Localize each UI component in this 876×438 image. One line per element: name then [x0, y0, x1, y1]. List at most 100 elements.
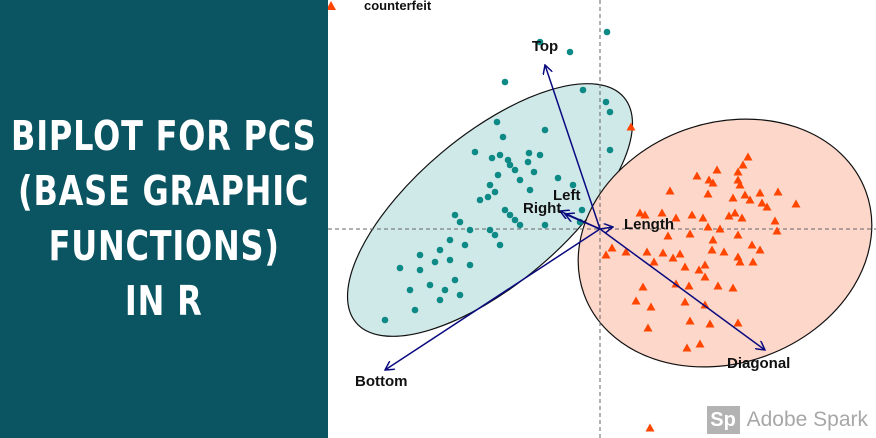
- genuine-point: [431, 258, 439, 266]
- counterfeit-point: [791, 199, 801, 208]
- counterfeit-point: [607, 243, 617, 252]
- genuine-point: [466, 261, 474, 269]
- counterfeit-point: [735, 257, 745, 266]
- genuine-point: [456, 218, 464, 226]
- genuine-confidence-ellipse: [346, 83, 634, 337]
- loading-arrow-top: [545, 65, 601, 230]
- counterfeit-point: [631, 296, 641, 305]
- watermark-text: Adobe Spark: [746, 408, 868, 431]
- genuine-point: [426, 281, 434, 289]
- counterfeit-point: [728, 283, 738, 292]
- title-line-3: FUNCTIONS): [48, 222, 280, 270]
- genuine-point: [486, 181, 494, 189]
- genuine-point: [511, 166, 519, 174]
- counterfeit-point: [685, 229, 695, 238]
- genuine-point: [524, 158, 532, 166]
- loading-arrow-diagonal: [599, 228, 765, 350]
- genuine-point: [496, 151, 504, 159]
- counterfeit-point: [708, 235, 718, 244]
- counterfeit-point: [646, 302, 656, 311]
- counterfeit-point: [621, 247, 631, 256]
- counterfeit-point: [755, 188, 765, 197]
- counterfeit-point: [770, 216, 780, 225]
- genuine-point: [471, 148, 479, 156]
- title-line-2: (BASE GRAPHIC: [18, 167, 310, 215]
- genuine-point: [501, 206, 509, 214]
- counterfeit-point: [724, 211, 734, 220]
- genuine-point: [506, 211, 514, 219]
- counterfeit-point: [665, 186, 675, 195]
- genuine-point: [476, 196, 484, 204]
- counterfeit-point: [671, 213, 681, 222]
- genuine-point: [504, 156, 512, 164]
- genuine-point: [451, 276, 459, 284]
- loading-arrow-bottom: [385, 228, 601, 370]
- counterfeit-point: [755, 245, 765, 254]
- counterfeit-point: [684, 281, 694, 290]
- counterfeit-point: [643, 323, 653, 332]
- counterfeit-point: [687, 210, 697, 219]
- genuine-point: [466, 226, 474, 234]
- genuine-point: [446, 236, 454, 244]
- title-line-1: BIPLOT FOR PCS: [11, 112, 317, 160]
- genuine-point: [493, 118, 501, 126]
- counterfeit-point: [719, 247, 729, 256]
- genuine-point: [516, 221, 524, 229]
- counterfeit-point: [735, 180, 745, 189]
- genuine-point: [451, 211, 459, 219]
- counterfeit-point: [698, 213, 708, 222]
- loading-label-right: Right: [523, 200, 561, 217]
- counterfeit-point: [762, 202, 772, 211]
- counterfeit-point: [658, 248, 668, 257]
- counterfeit-point: [708, 178, 718, 187]
- loading-label-top: Top: [532, 38, 558, 55]
- counterfeit-point: [715, 224, 725, 233]
- counterfeit-point: [640, 210, 650, 219]
- counterfeit-point: [638, 282, 648, 291]
- counterfeit-point: [733, 318, 743, 327]
- genuine-point: [506, 161, 514, 169]
- genuine-point: [569, 181, 577, 189]
- counterfeit-point: [713, 281, 723, 290]
- genuine-point: [511, 216, 519, 224]
- genuine-point: [526, 186, 534, 194]
- genuine-point: [516, 176, 524, 184]
- counterfeit-point: [743, 152, 753, 161]
- genuine-point: [436, 246, 444, 254]
- loading-label-length: Length: [624, 216, 674, 233]
- genuine-point: [541, 126, 549, 134]
- genuine-point: [566, 48, 574, 56]
- genuine-point: [525, 149, 533, 157]
- counterfeit-point: [748, 257, 758, 266]
- counterfeit-point: [635, 208, 645, 217]
- genuine-point: [461, 241, 469, 249]
- loading-arrow-length: [599, 227, 613, 229]
- genuine-point: [411, 306, 419, 314]
- counterfeit-point: [626, 122, 636, 131]
- counterfeit-point: [692, 171, 702, 180]
- counterfeit-point: [737, 213, 747, 222]
- genuine-point: [436, 296, 444, 304]
- loading-label-bottom: Bottom: [355, 373, 408, 390]
- counterfeit-point: [705, 319, 715, 328]
- legend-counterfeit-marker: [326, 1, 336, 10]
- counterfeit-point: [707, 245, 717, 254]
- legend-counterfeit-label: counterfeit: [364, 0, 432, 13]
- counterfeit-point: [645, 423, 655, 432]
- counterfeit-point: [663, 231, 673, 240]
- loading-label-left: Left: [553, 187, 581, 204]
- counterfeit-point: [649, 257, 659, 266]
- counterfeit-point: [733, 230, 743, 239]
- counterfeit-point: [668, 253, 678, 262]
- genuine-point: [603, 28, 611, 36]
- genuine-point: [494, 171, 502, 179]
- counterfeit-point: [728, 193, 738, 202]
- genuine-point: [484, 193, 492, 201]
- genuine-point: [491, 231, 499, 239]
- counterfeit-point: [773, 187, 783, 196]
- counterfeit-point: [757, 198, 767, 207]
- genuine-point: [396, 264, 404, 272]
- counterfeit-point: [745, 195, 755, 204]
- genuine-point: [406, 286, 414, 294]
